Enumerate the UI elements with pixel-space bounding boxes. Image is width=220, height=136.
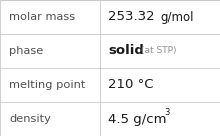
Text: g/mol: g/mol <box>161 10 194 24</box>
Text: 253.32: 253.32 <box>108 10 155 24</box>
Text: 3: 3 <box>165 108 170 117</box>
Text: (at STP): (at STP) <box>141 47 177 55</box>
Text: 210 °C: 210 °C <box>108 78 154 92</box>
Text: 253.32 g/mol: 253.32 g/mol <box>108 10 197 24</box>
Text: phase: phase <box>9 46 43 56</box>
Text: density: density <box>9 114 51 124</box>
Text: 4.5 g/cm: 4.5 g/cm <box>108 112 167 126</box>
Text: melting point: melting point <box>9 80 85 90</box>
Text: solid: solid <box>108 44 144 58</box>
Text: molar mass: molar mass <box>9 12 75 22</box>
